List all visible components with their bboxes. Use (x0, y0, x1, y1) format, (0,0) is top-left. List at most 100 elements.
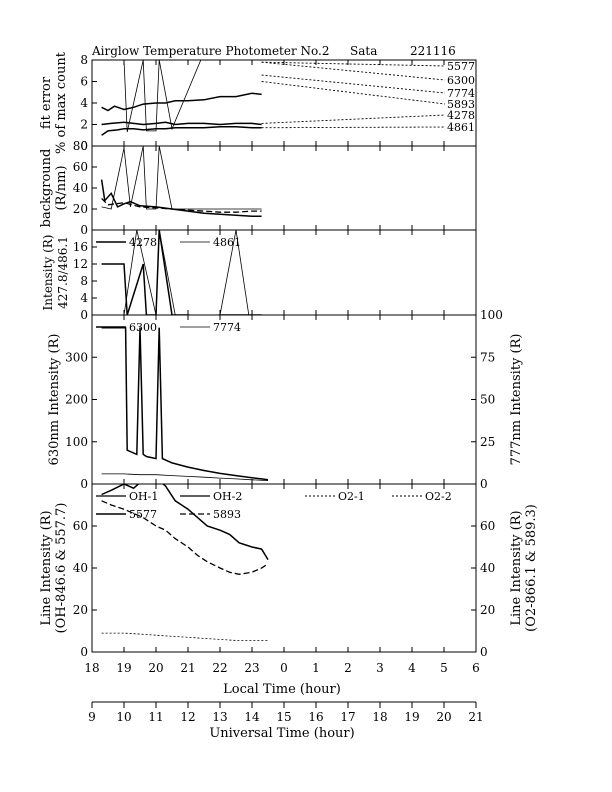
series-5577 (100, 179, 262, 218)
local-time-tick-label: 18 (84, 661, 99, 675)
y-tick-label: 40 (73, 561, 88, 575)
y2-tick-label: 75 (480, 350, 495, 364)
y-tick-label: 40 (73, 181, 88, 195)
right-label-4861: 4861 (447, 121, 475, 134)
y-tick-label: 0 (80, 223, 88, 237)
series-O2-1 (101, 632, 268, 641)
y-tick-label: 0 (80, 308, 88, 322)
y-tick-label: 20 (73, 202, 88, 216)
time-axes: 18 19 20 21 22 23 0 1 2 3 4 5 69 10 11 12 13 14 15 16 17 18 19… (84, 661, 483, 724)
y-axis-label-line: background (39, 149, 54, 228)
universal-time-tick-label: 10 (116, 710, 131, 724)
legend-label-O2-1: O2-1 (338, 490, 365, 503)
y-tick-label: 4 (80, 291, 88, 305)
series-group (101, 326, 269, 481)
y-tick-label: 0 (80, 139, 88, 153)
universal-time-tick-label: 11 (148, 710, 163, 724)
legend-label-OH-2: OH-2 (213, 490, 242, 503)
series-7774 (101, 60, 262, 133)
local-time-tick-label: 5 (440, 661, 448, 675)
legend-label-4278: 4278 (129, 236, 157, 249)
y-tick-label: 60 (73, 519, 88, 533)
series-4278 (101, 230, 262, 315)
leader-7774 (261, 74, 446, 94)
series-5893 (101, 198, 262, 213)
y-axis-label-line: Line Intensity (R) (39, 510, 54, 625)
universal-time-tick-label: 20 (436, 710, 451, 724)
universal-time-tick-label: 9 (88, 710, 96, 724)
series-group (100, 146, 262, 218)
y2-tick-label: 25 (480, 435, 495, 449)
universal-time-tick-label: 21 (468, 710, 483, 724)
figure-title: Airglow Temperature Photometer No.2 (91, 44, 330, 58)
panel-frame (91, 314, 477, 485)
right-label-4278: 4278 (447, 109, 475, 122)
y-axis-label: 630nm Intensity (R) (47, 334, 62, 466)
y-axis-label-line: % of max count (54, 51, 69, 154)
local-time-tick-label: 6 (472, 661, 480, 675)
y2-tick-label: 0 (480, 477, 488, 491)
y-axis-label-line: 427.8/486.1 (56, 236, 70, 309)
y-axis-label: background(R/nm) (39, 149, 69, 228)
local-time-tick-label: 0 (280, 661, 288, 675)
legend-label-6300: 6300 (129, 321, 157, 334)
local-time-tick-label: 20 (148, 661, 163, 675)
y-tick-label: 4 (80, 96, 88, 110)
local-time-tick-label: 1 (312, 661, 320, 675)
y2-tick-label: 50 (480, 393, 495, 407)
series-6300 (101, 326, 269, 481)
y-tick-label: 0 (80, 477, 88, 491)
y-axis-label: fit error% of max count (39, 51, 69, 154)
series-4861 (101, 146, 262, 210)
y-tick-label: 0 (80, 645, 88, 659)
y-tick-label: 80 (73, 139, 88, 153)
y2-tick-label: 100 (480, 308, 503, 322)
universal-time-tick-label: 16 (308, 710, 323, 724)
y2-axis-label-line: Line Intensity (R) (509, 510, 524, 625)
y-tick-label: 300 (65, 350, 88, 364)
y-axis-label-line: fit error (39, 76, 54, 129)
local-time-tick-label: 19 (116, 661, 131, 675)
leader-5577 (261, 61, 446, 67)
local-time-tick-label: 23 (244, 661, 259, 675)
panel-frame (91, 145, 477, 231)
y2-tick-label: 60 (480, 519, 495, 533)
right-label-7774: 7774 (447, 87, 475, 100)
series-group (101, 60, 262, 136)
leader-4278 (261, 114, 446, 124)
legend-label-5577: 5577 (129, 508, 157, 521)
local-time-tick-label: 3 (376, 661, 384, 675)
local-time-tick-label: 4 (408, 661, 416, 675)
universal-time-tick-label: 12 (180, 710, 195, 724)
y-tick-label: 8 (80, 274, 88, 288)
y2-tick-label: 20 (480, 603, 495, 617)
y-axis-label-line: (R/nm) (54, 165, 69, 210)
y-axis-label-line: Intensity (R) (41, 235, 55, 311)
figure-site: Sata (350, 44, 377, 58)
y-axis-label: Intensity (R)427.8/486.1 (41, 235, 70, 311)
figure-date: 221116 (410, 44, 456, 58)
y2-axis-label: Line Intensity (R)(O2-866.1 & 589.3) (509, 504, 539, 632)
legend-label-7774: 7774 (213, 321, 241, 334)
y2-tick-label: 40 (480, 561, 495, 575)
y-tick-label: 60 (73, 160, 88, 174)
series-4278 (101, 121, 262, 126)
leader-4861 (261, 126, 446, 129)
y-tick-label: 6 (80, 75, 88, 89)
panel-background: 0 20 40 60 80 background(R/nm) (39, 139, 477, 237)
series-5893 (101, 500, 269, 575)
right-label-5893: 5893 (447, 98, 475, 111)
leader-6300 (261, 61, 446, 81)
y-tick-label: 8 (80, 53, 88, 67)
y-tick-label: 12 (73, 257, 88, 271)
local-time-label: Local Time (hour) (223, 682, 341, 697)
universal-time-tick-label: 13 (212, 710, 227, 724)
legend-label-OH-1: OH-1 (129, 490, 158, 503)
series-6300 (101, 125, 262, 136)
y2-axis-label: 777nm Intensity (R) (509, 334, 524, 466)
leader-5893 (261, 81, 446, 105)
